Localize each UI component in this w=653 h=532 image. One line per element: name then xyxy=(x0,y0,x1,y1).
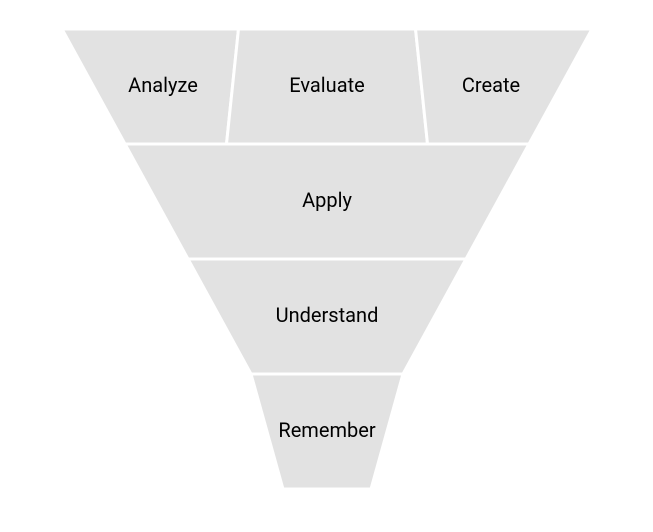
funnel-diagram: Analyze Evaluate Create Apply Understand Reme… xyxy=(62,29,592,503)
funnel-label-0-2: Create xyxy=(461,73,519,97)
funnel-label-3: Remember xyxy=(278,418,375,442)
funnel-label-1: Apply xyxy=(302,188,352,212)
funnel-label-2: Understand xyxy=(275,303,378,327)
funnel-svg: Analyze Evaluate Create Apply Understand Reme… xyxy=(62,29,592,499)
funnel-label-0-1: Evaluate xyxy=(289,73,364,97)
funnel-label-0-0: Analyze xyxy=(128,73,198,97)
